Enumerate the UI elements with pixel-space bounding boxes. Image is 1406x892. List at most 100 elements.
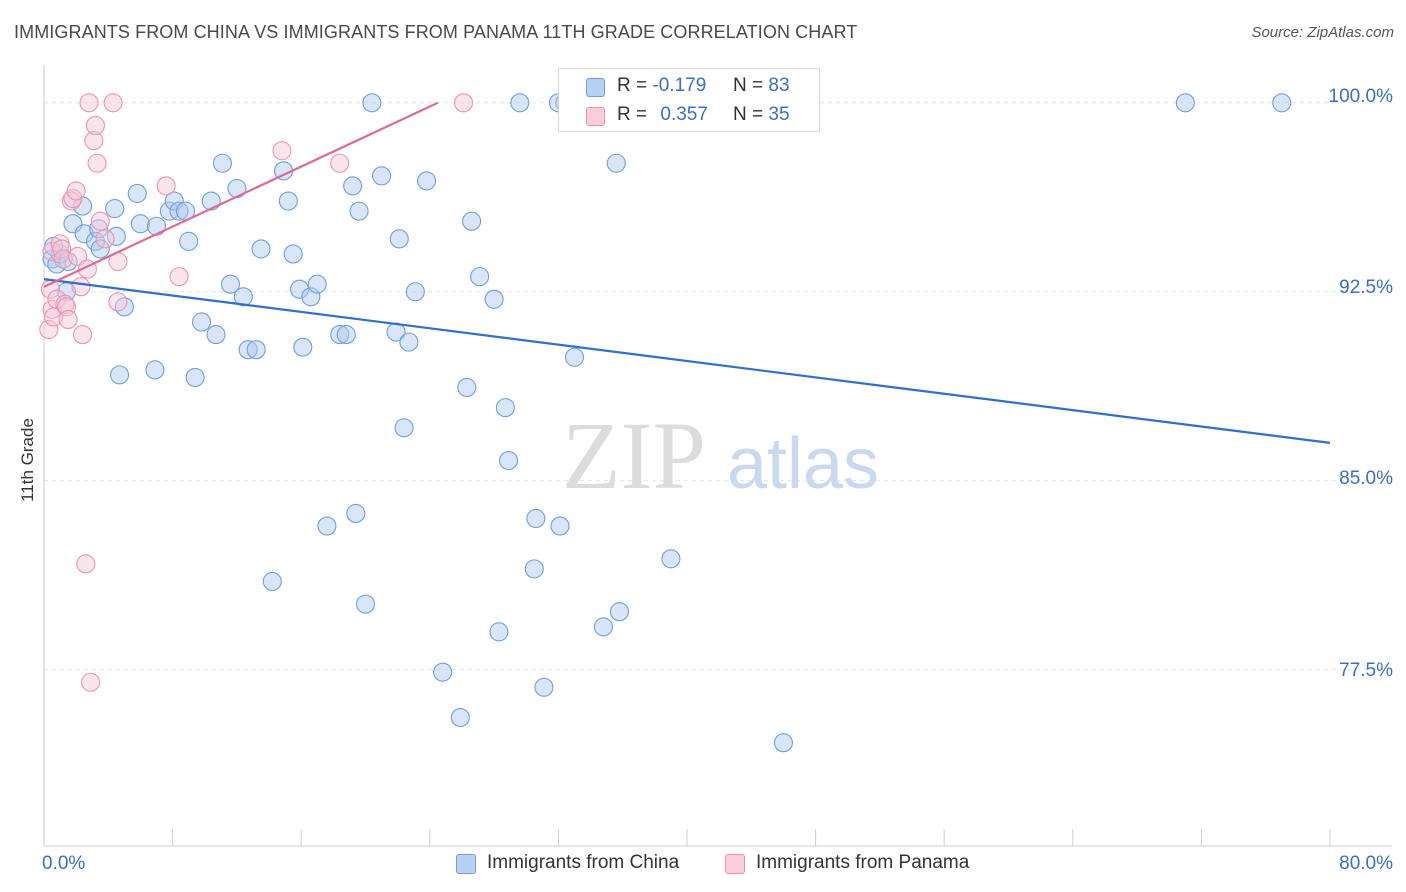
china-point-55 [450,707,470,728]
china-point-24 [212,153,232,173]
china-point-34 [283,244,303,264]
china-point-74 [773,733,794,753]
china-point-22 [201,191,221,211]
china-point-47 [372,166,392,186]
china-point-50 [394,418,414,438]
legend-swatch-china [586,78,605,97]
china-point-61 [495,398,515,418]
china-point-39 [317,516,337,536]
panama-point-29 [108,292,128,312]
chart-title: IMMIGRANTS FROM CHINA VS IMMIGRANTS FROM… [14,22,858,42]
china-point-65 [526,508,546,529]
china-point-82 [110,365,130,385]
china-point-40 [330,325,350,345]
legend-n-panama: N = 35 [733,104,790,125]
series-panama [39,93,474,692]
china-point-73 [661,549,681,569]
china-point-66 [534,677,554,697]
y-tick-label-100: 100.0% [1328,86,1393,107]
china-point-75 [1175,93,1195,113]
china-point-9 [90,239,110,259]
china-point-46 [362,93,382,113]
china-point-56 [457,377,477,398]
china-point-76 [1272,93,1292,113]
china-point-27 [233,287,253,307]
china-point-35 [290,279,310,299]
china-point-29 [246,340,266,360]
china-point-62 [499,450,519,471]
panama-point-21 [81,672,101,692]
china-point-33 [278,191,298,211]
gridlines [44,102,1392,671]
china-point-13 [127,183,147,204]
panama-point-24 [87,153,107,173]
y-tick-label-92-5: 92.5% [1339,277,1393,298]
y-tick-label-85: 85.0% [1339,468,1393,489]
panama-point-25 [90,211,110,231]
china-point-42 [343,176,363,196]
x-tick-label-max: 80.0% [1339,853,1393,874]
legend-n-china: N = 83 [733,75,790,96]
axes [43,65,1392,847]
panama-point-15 [68,246,88,267]
trend-line-china [43,278,1331,444]
bottom-legend-swatch-china [456,854,476,874]
legend-swatch-panama [586,107,605,126]
china-point-52 [405,282,425,302]
panama-point-33 [330,153,350,173]
china-point-71 [606,153,626,173]
china-point-41 [336,325,356,345]
china-point-58 [470,267,490,287]
china-point-38 [307,274,327,294]
panama-point-18 [76,554,96,574]
panama-point-20 [79,93,99,113]
china-point-23 [206,325,226,345]
stats-legend: R = -0.179 N = 83 R = 0.357 N = 35 [558,68,820,132]
china-point-80 [145,360,165,380]
panama-point-26 [95,229,115,249]
x-tick-label-min: 0.0% [42,853,86,874]
china-point-25 [220,274,241,294]
china-point-51 [399,332,419,352]
china-point-69 [564,347,585,367]
panama-point-0 [39,319,59,340]
panama-point-2 [42,299,62,319]
panama-point-8 [53,249,73,269]
china-point-70 [593,617,613,637]
china-point-81 [185,367,205,387]
panama-point-22 [84,131,104,151]
panama-point-7 [52,239,72,259]
china-point-53 [417,171,437,191]
panama-point-11 [58,309,78,330]
panama-point-16 [71,277,91,297]
china-point-30 [251,239,271,259]
china-point-12 [114,297,134,317]
legend-r-panama: R = 0.357 [617,104,708,125]
panama-point-30 [156,176,176,196]
china-point-14 [130,214,150,234]
china-point-15 [146,216,167,236]
panama-point-14 [66,181,86,201]
china-point-37 [301,287,321,307]
china-point-44 [349,201,369,221]
watermark-zip: ZIP [562,402,706,509]
panama-point-32 [272,141,292,161]
bottom-legend-swatch-panama [725,854,745,874]
china-point-67 [550,516,570,536]
panama-point-34 [454,93,474,113]
china-point-63 [510,93,530,113]
trend-lines [43,101,1331,444]
china-point-6 [74,224,94,244]
china-point-10 [105,199,125,219]
legend-row-panama: R = 0.357 N = 35 [559,100,819,130]
china-point-64 [524,559,544,579]
china-point-45 [355,594,376,614]
china-point-16 [159,201,179,221]
bottom-legend-label-panama: Immigrants from Panama [756,852,970,873]
panama-point-23 [85,115,105,136]
source-label: Source: ZipAtlas.com [1251,24,1394,41]
legend-row-china: R = -0.179 N = 83 [559,71,819,101]
china-point-18 [169,201,189,221]
watermark: ZIP atlas [562,402,879,509]
